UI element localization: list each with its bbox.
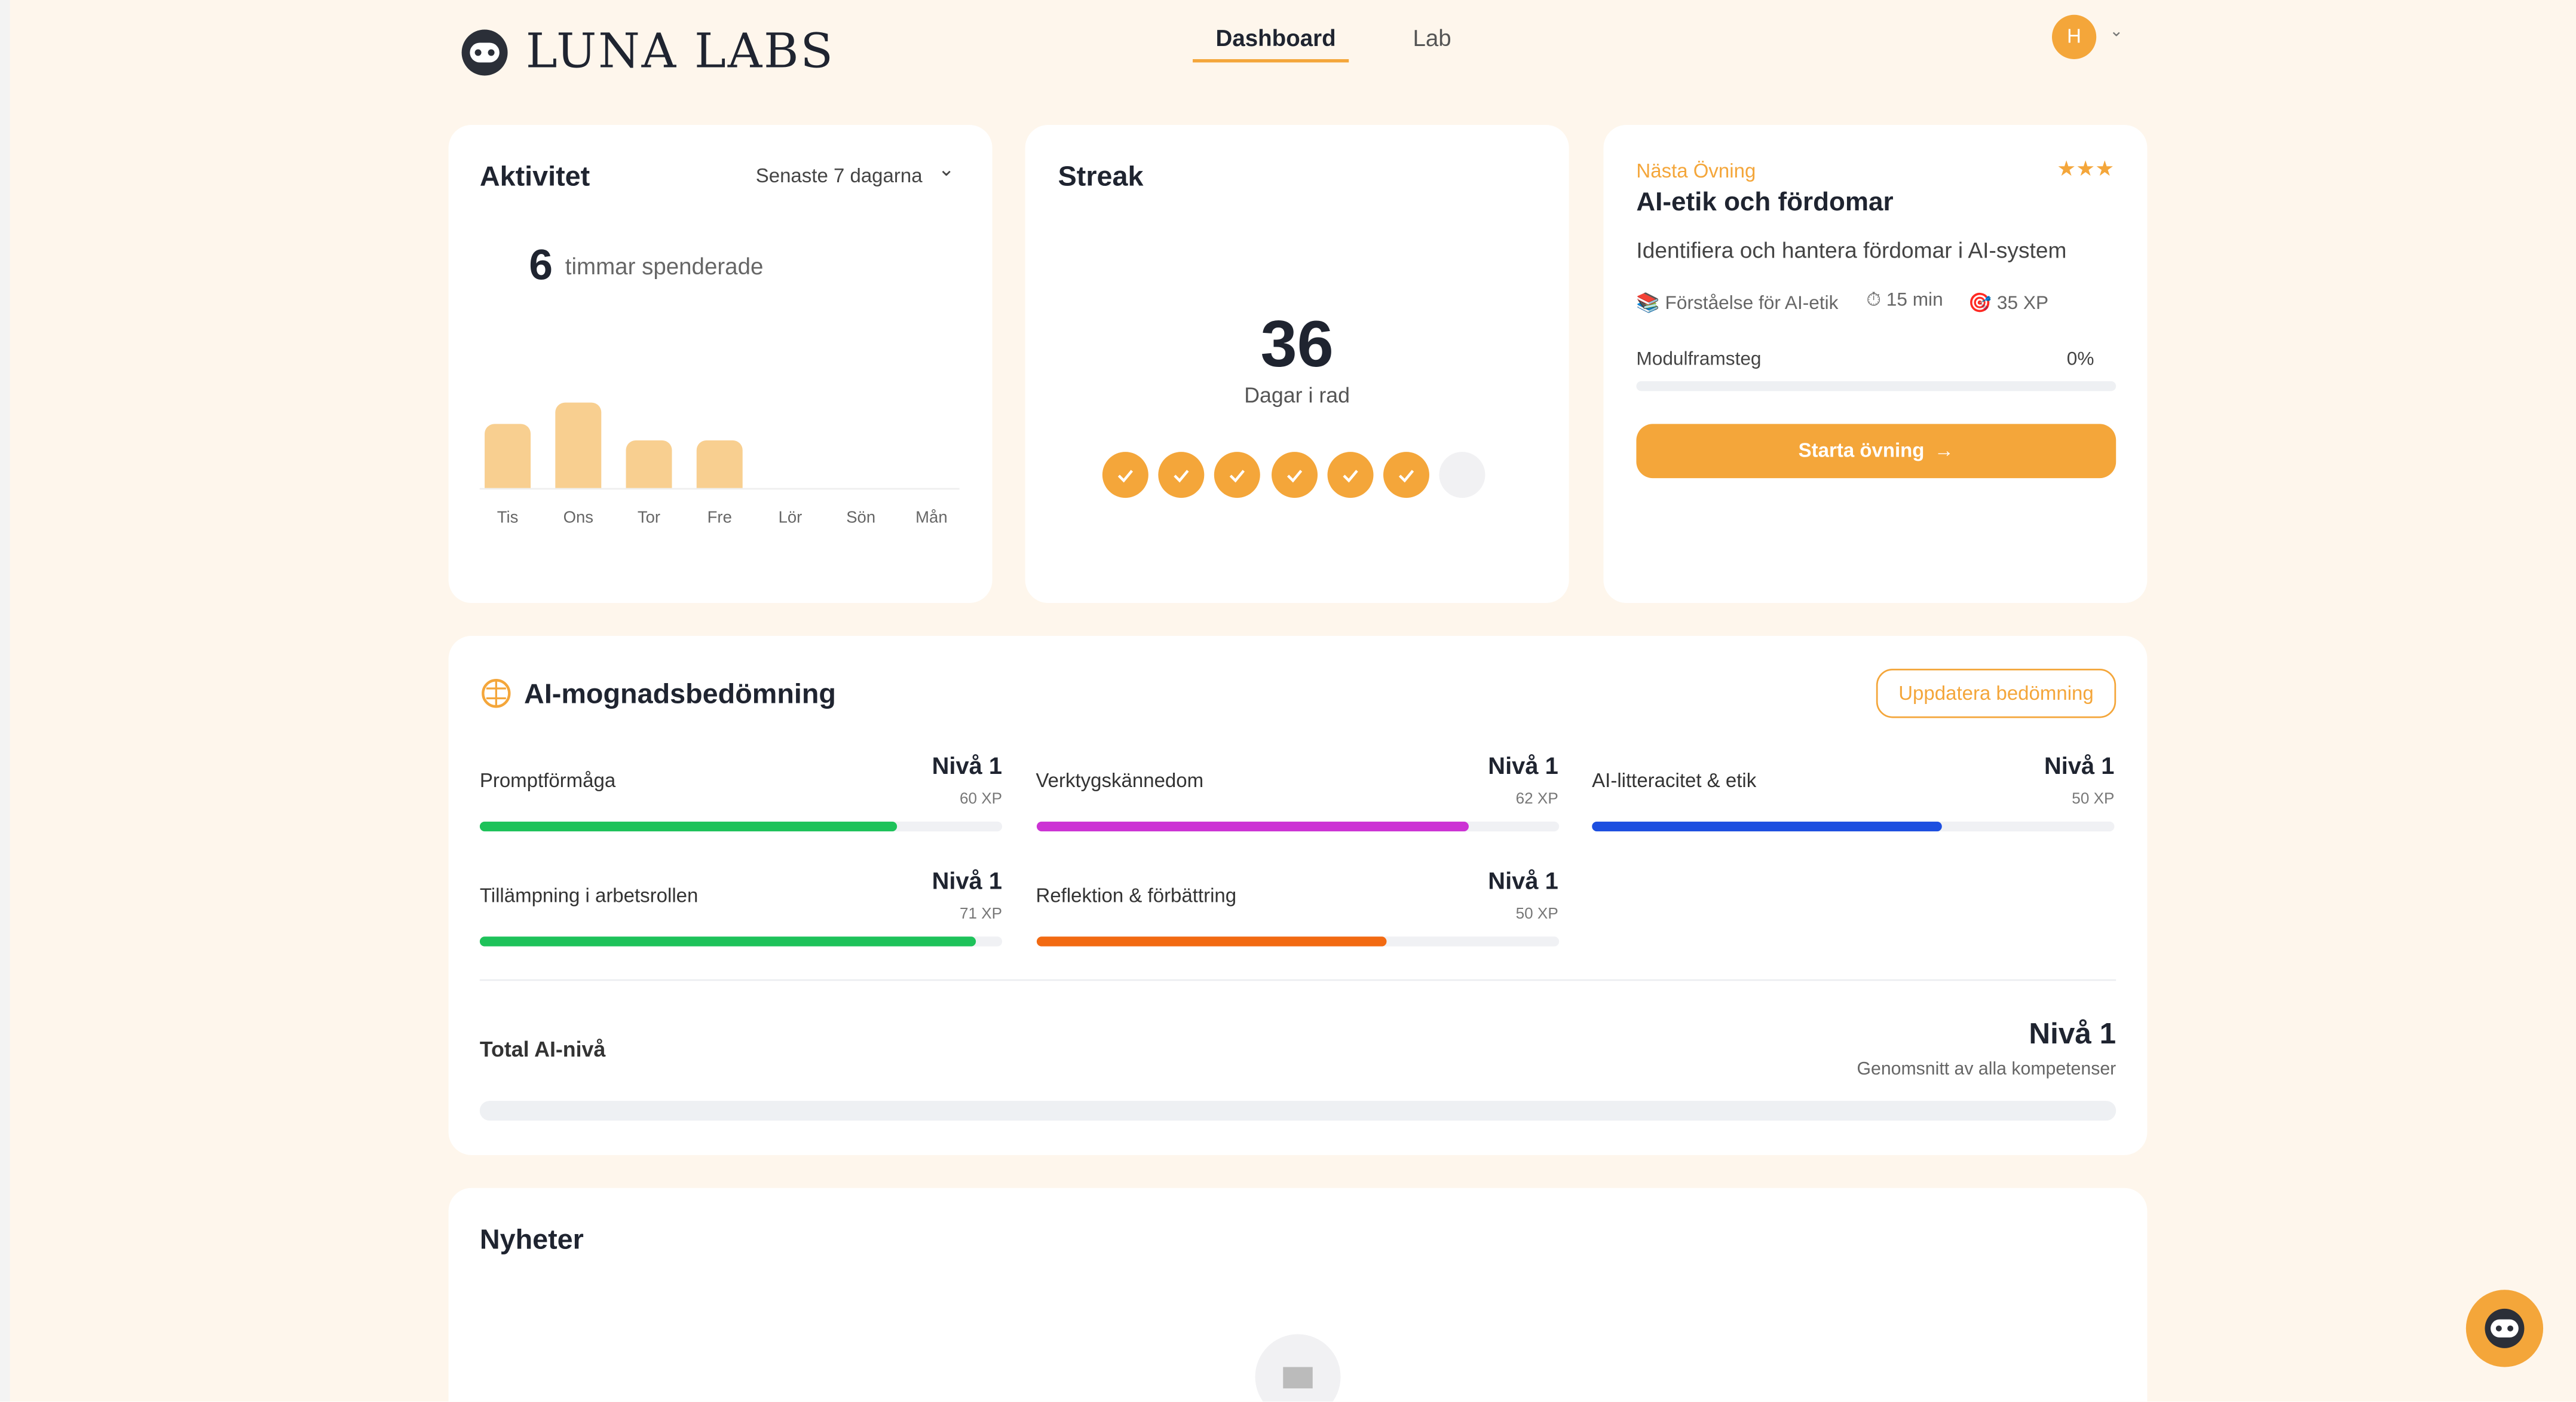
total-note: Genomsnitt av alla kompetenser bbox=[1857, 1060, 2116, 1080]
skill-name: Promptförmåga bbox=[479, 769, 616, 792]
skill-level: Nivå 1 bbox=[1488, 754, 1558, 780]
x-tick-label: Lör bbox=[778, 509, 802, 528]
skill-fill bbox=[1036, 821, 1470, 832]
news-icon bbox=[1255, 1334, 1341, 1402]
streak-day bbox=[1439, 452, 1485, 498]
skill-fill bbox=[1592, 821, 1942, 832]
skill-xp: 62 XP bbox=[1515, 790, 1558, 809]
news-card: Nyheter bbox=[448, 1187, 2148, 1402]
skill-xp: 50 XP bbox=[2072, 790, 2115, 809]
skill-track bbox=[479, 936, 1003, 947]
streak-card: Streak 36 Dagar i rad bbox=[1025, 124, 1569, 604]
bar bbox=[696, 440, 743, 488]
stars: ★★★ bbox=[2057, 156, 2115, 181]
card-title: Aktivitet bbox=[479, 161, 590, 192]
skill-fill bbox=[479, 821, 898, 832]
x-tick-label: Tor bbox=[637, 509, 661, 528]
streak-day bbox=[1158, 452, 1205, 498]
x-tick-label: Tis bbox=[497, 509, 519, 528]
skill-track bbox=[1036, 821, 1558, 832]
bar bbox=[626, 440, 672, 488]
next-card: Nästa Övning ★★★ AI-etik och fördomar Ident… bbox=[1603, 124, 2148, 604]
skill-level: Nivå 1 bbox=[932, 754, 1003, 780]
progress-label: Modulframsteg bbox=[1636, 350, 1762, 370]
avatar-caret: ⌄ bbox=[2109, 23, 2124, 41]
skill-fill bbox=[479, 936, 976, 947]
skill-xp: 71 XP bbox=[959, 905, 1003, 924]
section-title: Nyheter bbox=[479, 1224, 584, 1256]
streak-day bbox=[1214, 452, 1261, 498]
card-title: Streak bbox=[1058, 161, 1144, 192]
button-arrow: → bbox=[1934, 439, 1954, 462]
total-level: Nivå 1 bbox=[2029, 1017, 2116, 1050]
skill-name: Tillämpning i arbetsrollen bbox=[479, 884, 699, 907]
button-label: Starta övning bbox=[1798, 439, 1925, 462]
streak-count: 36 bbox=[1260, 308, 1334, 381]
x-tick-label: Fre bbox=[707, 509, 732, 528]
exercise-desc: Identifiera och hantera fördomar i AI-sy… bbox=[1636, 238, 2067, 263]
skill-name: Reflektion & förbättring bbox=[1036, 884, 1237, 907]
update-button[interactable]: Uppdatera bedömning bbox=[1876, 669, 2116, 718]
total-label: Total AI-nivå bbox=[479, 1036, 606, 1062]
nav-underline bbox=[1193, 59, 1349, 63]
x-tick-label: Mån bbox=[915, 509, 948, 528]
eyebrow: Nästa Övning bbox=[1636, 159, 1756, 183]
skill-level: Nivå 1 bbox=[932, 869, 1003, 896]
streak-day bbox=[1102, 452, 1148, 498]
bar bbox=[485, 424, 531, 488]
total-track bbox=[479, 1101, 2116, 1121]
streak-day bbox=[1383, 452, 1429, 498]
x-tick-label: Ons bbox=[563, 509, 594, 528]
brain-icon bbox=[480, 677, 513, 710]
range-select[interactable]: Senaste 7 dagarna bbox=[755, 164, 923, 188]
skill-xp: 50 XP bbox=[1515, 905, 1558, 924]
x-tick-label: Sön bbox=[846, 509, 876, 528]
streak-day bbox=[1270, 452, 1317, 498]
skill-track bbox=[1592, 821, 2115, 832]
skill-track bbox=[479, 821, 1003, 832]
skill-xp: 60 XP bbox=[959, 790, 1003, 809]
skill-name: AI-litteracitet & etik bbox=[1592, 769, 1757, 792]
tag: ⏱ 15 min bbox=[1866, 290, 1943, 311]
chart-baseline bbox=[479, 488, 960, 490]
logo bbox=[457, 26, 512, 79]
skill-name: Verktygskännedom bbox=[1036, 769, 1204, 792]
exercise-title: AI-etik och fördomar bbox=[1636, 189, 1894, 217]
streak-label: Dagar i rad bbox=[1244, 382, 1350, 408]
bar bbox=[555, 402, 602, 488]
streak-day bbox=[1327, 452, 1373, 498]
nav-tab[interactable]: Dashboard bbox=[1215, 25, 1336, 51]
activity-card: Aktivitet Senaste 7 dagarna ⌄ 6 timmar spend… bbox=[448, 124, 993, 604]
start-button[interactable]: Starta övning → bbox=[1636, 424, 2116, 479]
skill-level: Nivå 1 bbox=[2044, 754, 2115, 780]
chat-button[interactable] bbox=[2465, 1290, 2544, 1367]
tag: 📚 Förståelse för AI-etik bbox=[1636, 294, 1839, 314]
skill-level: Nivå 1 bbox=[1488, 869, 1558, 896]
divider bbox=[479, 979, 2116, 981]
skill-track bbox=[1036, 936, 1558, 947]
progress-track bbox=[1636, 381, 2116, 391]
avatar[interactable]: H bbox=[2052, 14, 2097, 59]
logo-text: LUNA LABS bbox=[525, 23, 835, 79]
skill-fill bbox=[1036, 936, 1386, 947]
select-caret: ⌄ bbox=[938, 157, 955, 181]
total-label: timmar spenderade bbox=[565, 253, 764, 280]
nav-tab[interactable]: Lab bbox=[1413, 25, 1451, 51]
section-title: AI-mognadsbedömning bbox=[524, 678, 836, 710]
tag: 🎯 35 XP bbox=[1968, 294, 2049, 314]
total-hours: 6 bbox=[529, 240, 553, 289]
maturity-card: AI-mognadsbedömning Uppdatera bedömning Pr… bbox=[448, 636, 2148, 1155]
progress-value: 0% bbox=[2066, 350, 2094, 370]
